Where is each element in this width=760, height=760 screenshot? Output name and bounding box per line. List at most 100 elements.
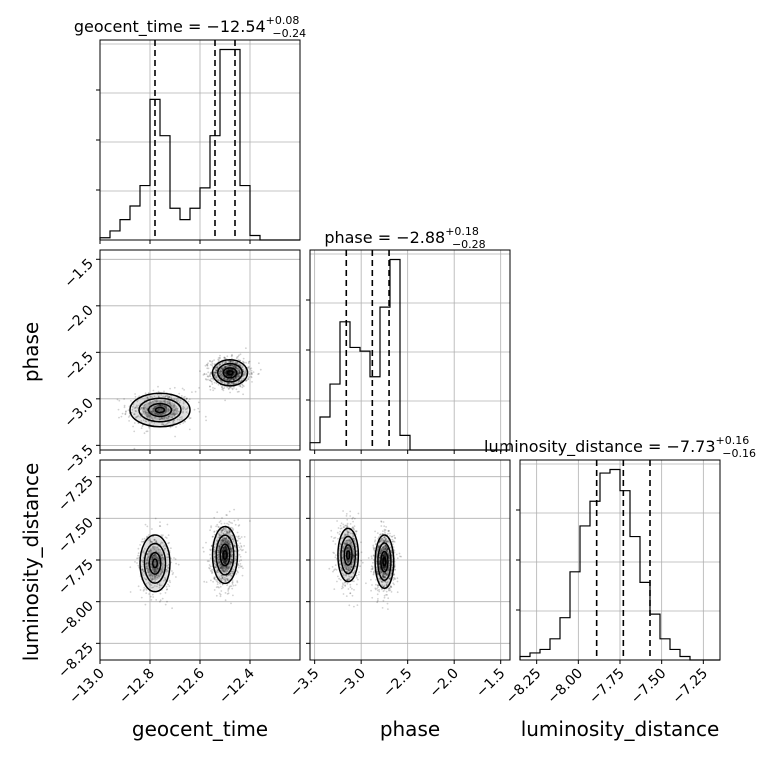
sample-point [174,558,177,561]
sample-point [219,369,222,372]
sample-point [171,413,174,416]
sample-point [221,576,224,579]
sample-point [138,395,141,398]
sample-point [233,382,236,385]
sample-point [390,570,393,572]
sample-point [224,540,227,543]
sample-point [384,548,386,551]
sample-point [229,521,232,524]
sample-point [238,370,241,373]
sample-point [386,594,388,596]
sample-point [385,549,388,551]
sample-point [348,560,350,563]
sample-point [159,600,161,603]
sample-point [382,576,385,578]
sample-point [157,409,160,411]
sample-point [145,583,148,585]
sample-point [229,360,232,363]
sample-point [150,417,153,419]
sample-point [158,575,161,578]
sample-point [237,536,239,538]
sample-point [387,588,390,591]
sample-point [237,571,239,574]
sample-point [142,419,145,422]
sample-point [215,375,218,378]
sample-point [388,589,390,592]
sample-point [230,364,232,367]
sample-point [153,570,156,573]
sample-point [241,574,244,577]
sample-point [248,376,250,379]
sample-point [354,530,357,532]
sample-point [385,574,388,576]
sample-point [242,370,245,373]
sample-point [343,581,346,584]
sample-point [352,554,355,556]
sample-point [223,570,226,573]
sample-point [221,368,224,371]
sample-point [161,556,164,559]
sample-point [146,565,148,568]
sample-point [387,571,389,573]
sample-point [213,363,216,366]
sample-point [217,561,220,563]
sample-point [173,419,176,422]
sample-point [149,577,152,580]
sample-point [161,417,164,420]
sample-point [388,556,390,559]
sample-point [238,553,241,556]
contour-line [345,550,351,560]
sample-point [142,589,145,592]
sample-point [224,538,227,541]
sample-point [169,413,172,416]
sample-point [162,570,164,573]
sample-point [226,365,229,368]
sample-point [222,387,225,390]
sample-point [146,535,149,538]
sample-point [158,408,161,411]
sample-point [209,529,212,532]
sample-point [352,554,355,556]
sample-point [224,569,226,572]
sample-point [380,551,382,553]
sample-point [162,395,165,398]
sample-point [370,555,373,558]
sample-point [330,529,333,532]
sample-point [172,420,175,423]
sample-point [239,353,242,356]
sample-point [346,582,349,585]
sample-point [238,371,241,374]
sample-point [391,554,393,556]
sample-point [345,568,348,571]
sample-point [381,533,384,535]
sample-point [134,406,137,409]
sample-point [388,557,391,560]
sample-point [153,574,156,577]
sample-point [224,541,227,544]
sample-point [391,538,394,541]
sample-point [347,560,349,563]
sample-point [205,419,208,422]
sample-point [214,550,216,553]
sample-point [220,380,223,383]
sample-point [215,566,218,569]
sample-point [346,541,349,544]
ylabel-phase: phase [19,322,43,382]
sample-point [175,399,178,402]
sample-point [224,530,226,533]
sample-point [348,575,351,578]
sample-point [340,566,343,569]
sample-point [162,534,164,537]
sample-point [337,575,339,578]
sample-point [168,421,171,424]
tick-label-x: −12.6 [166,665,208,707]
sample-point [243,373,246,375]
sample-point [230,561,233,563]
sample-point [217,383,220,386]
sample-point [390,586,393,588]
sample-point [231,553,234,556]
sample-point [221,388,224,391]
sample-point [156,585,158,588]
sample-point [225,539,228,542]
sample-point [144,410,147,413]
